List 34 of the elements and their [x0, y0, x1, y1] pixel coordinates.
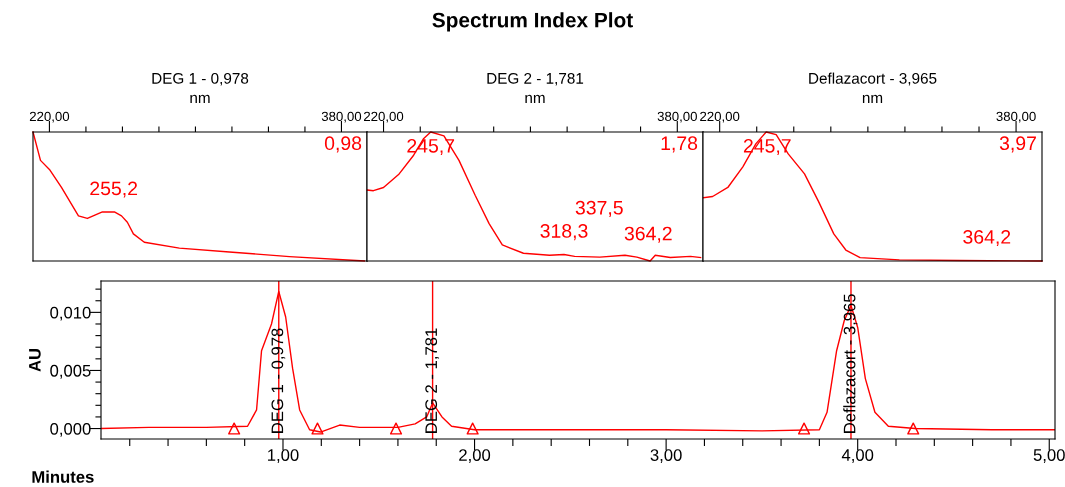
chart-title: Deflazacort - 3,965	[809, 72, 937, 86]
x-tick-label: 380,00	[996, 111, 1036, 123]
x-tick-label: 380,00	[321, 111, 362, 123]
x-tick-label: 220,00	[700, 111, 740, 123]
x-tick-label: 2,00	[459, 449, 491, 463]
x-tick-label: 4,00	[841, 449, 874, 463]
x-tick-label: 5,00	[1033, 449, 1065, 463]
chart-title: DEG 2 - 1,781	[487, 72, 584, 86]
annotation: 3,97	[999, 136, 1036, 153]
y-axis-title: AU	[29, 348, 41, 372]
annotation: 337,5	[575, 200, 623, 217]
annotation: 255,2	[90, 181, 138, 198]
chart-title: DEG 1 - 0,978	[152, 72, 249, 86]
x-axis-title: Minutes	[32, 470, 94, 483]
x-tick-label: 220,00	[29, 111, 70, 123]
y-tick-label: 0,010	[50, 306, 91, 321]
text: Spectrum Index Plot	[432, 12, 633, 32]
annotation: 364,2	[624, 226, 672, 243]
y-tick-label: 0,005	[50, 364, 91, 379]
ref-line-label: Deflazacort - 3,965	[843, 294, 858, 433]
y-tick-label: 0,000	[50, 422, 91, 437]
x-tick-label: 3,00	[650, 449, 682, 463]
x-tick-label: 1,00	[268, 449, 299, 463]
ref-line-label: DEG 1 - 0,978	[271, 328, 286, 433]
x-axis-title: nm	[862, 94, 883, 104]
ref-line-label: DEG 2 - 1,781	[425, 328, 440, 433]
annotation: 364,2	[963, 230, 1011, 247]
annotation: 1,78	[661, 136, 698, 153]
x-axis-title: nm	[525, 94, 545, 104]
annotation: 318,3	[540, 224, 588, 241]
x-tick-label: 220,00	[364, 111, 404, 123]
x-axis-title: nm	[190, 94, 210, 104]
annotation: 0,98	[324, 136, 362, 153]
x-tick-label: 380,00	[657, 111, 697, 123]
